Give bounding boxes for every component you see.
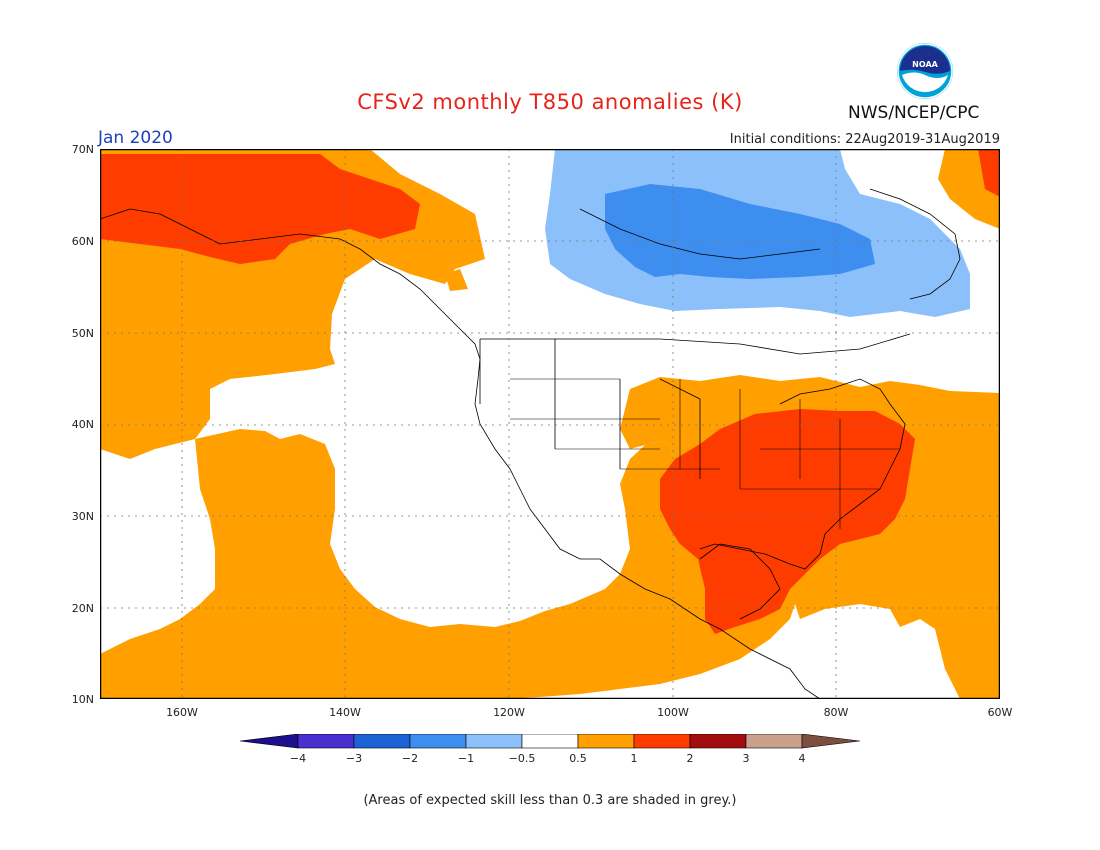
colorbar-tick-label: −2 [401,752,419,765]
colorbar-tick-label: −1 [457,752,475,765]
lon-label-60w: 60W [987,706,1013,719]
colorbar-cell [745,734,803,749]
lat-label-30n: 30N [71,510,94,523]
colorbar-cell [465,734,523,749]
warm-region-caribbean-patch [955,569,975,591]
lon-label-140w: 140W [329,706,361,719]
skill-note: (Areas of expected skill less than 0.3 a… [363,793,737,808]
map-title: CFSv2 monthly T850 anomalies (K) [357,90,743,114]
colorbar-tick-label: −3 [345,752,363,765]
colorbar [240,734,861,749]
lon-label-160w: 160W [166,706,198,719]
lat-label-60n: 60N [71,235,94,248]
colorbar-tick-label: 1 [630,752,638,765]
lat-label-70n: 70N [71,143,94,156]
colorbar-cell [297,734,355,749]
lon-label-80w: 80W [823,706,849,719]
colorbar-tick-label: 0.5 [569,752,587,765]
colorbar-tick-label: −4 [289,752,307,765]
state-borders [510,378,900,529]
noaa-logo: NOAA [897,43,953,99]
lat-label-50n: 50N [71,327,94,340]
colorbar-cell-above-max [801,734,861,749]
initial-conditions: Initial conditions: 22Aug2019-31Aug2019 [729,132,1000,147]
warm-region-gulf-alaska-tail [445,269,468,291]
colorbar-cell [353,734,411,749]
strong-warm-eastern-us [660,409,915,634]
lat-label-10n: 10N [71,693,94,706]
colorbar-tick-label: 2 [686,752,694,765]
cool-region-canada-medium [605,184,875,279]
lat-label-20n: 20N [71,602,94,615]
colorbar-cell [689,734,747,749]
anomaly-map [100,149,1000,699]
colorbar-cell-below-min [240,734,299,749]
colorbar-cell [633,734,691,749]
colorbar-tick-label: 3 [742,752,750,765]
colorbar-cell [521,734,579,749]
forecast-month: Jan 2020 [98,128,173,148]
lat-label-40n: 40N [71,418,94,431]
colorbar-cell [409,734,467,749]
colorbar-cell [577,734,635,749]
lon-label-100w: 100W [657,706,689,719]
colorbar-tick-label: −0.5 [508,752,536,765]
gridlines [100,149,1000,699]
strong-warm-labrador [978,149,1000,197]
map-frame [100,149,1000,699]
coastlines [100,188,961,699]
strong-warm-alaska [100,154,420,264]
lon-label-120w: 120W [493,706,525,719]
warm-region-central-pacific [100,429,800,699]
agency-label: NWS/NCEP/CPC [848,103,980,123]
logo-text: NOAA [912,60,938,69]
colorbar-tick-label: 4 [798,752,806,765]
